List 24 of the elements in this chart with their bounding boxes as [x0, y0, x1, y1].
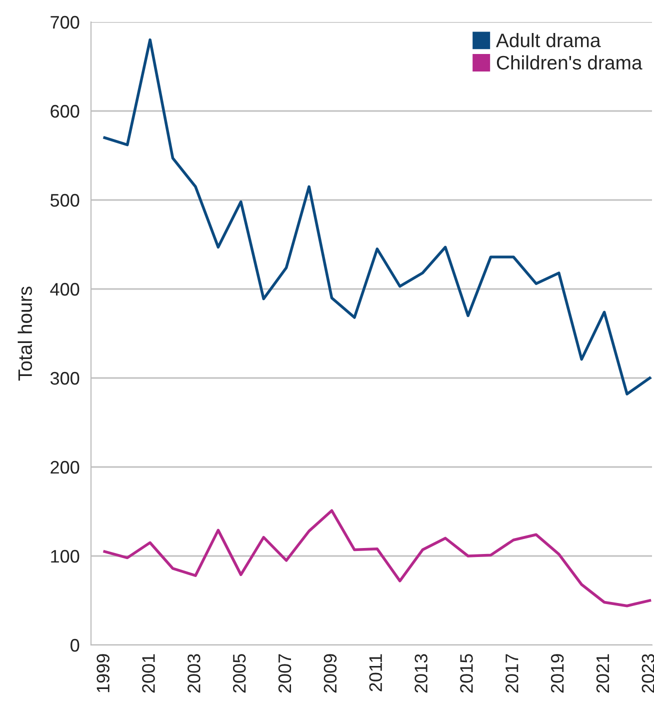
y-tick-label: 200: [50, 460, 80, 474]
x-tick-label: 2007: [278, 654, 292, 693]
y-tick-label: 600: [50, 104, 80, 118]
y-tick-label: 700: [50, 16, 80, 29]
x-tick-label: 2011: [369, 654, 382, 692]
y-tick-label: 300: [50, 372, 80, 385]
x-tick-label: 2017: [506, 654, 518, 693]
line-series: [103, 509, 652, 608]
legend-label: Adult drama: [496, 32, 601, 48]
x-tick-label: 2015: [460, 654, 473, 693]
x-tick-label: 1999: [96, 654, 110, 692]
y-tick-label: 100: [51, 550, 80, 563]
legend-label: Children's drama: [496, 55, 642, 70]
y-tick-label: 500: [50, 194, 80, 207]
y-tick-label: 0: [70, 638, 80, 652]
x-tick-label: 2013: [414, 654, 428, 693]
x-tick-label: 2019: [550, 654, 564, 693]
x-tick-label: 2009: [324, 654, 337, 693]
x-tick-label: 2001: [142, 654, 155, 693]
y-tick-label: 400: [50, 282, 80, 296]
x-tick-label: 2021: [596, 654, 610, 693]
x-tick-label: 2005: [232, 654, 246, 693]
y-axis-title: Total hours: [18, 286, 32, 381]
x-tick-label: 2003: [188, 654, 200, 693]
